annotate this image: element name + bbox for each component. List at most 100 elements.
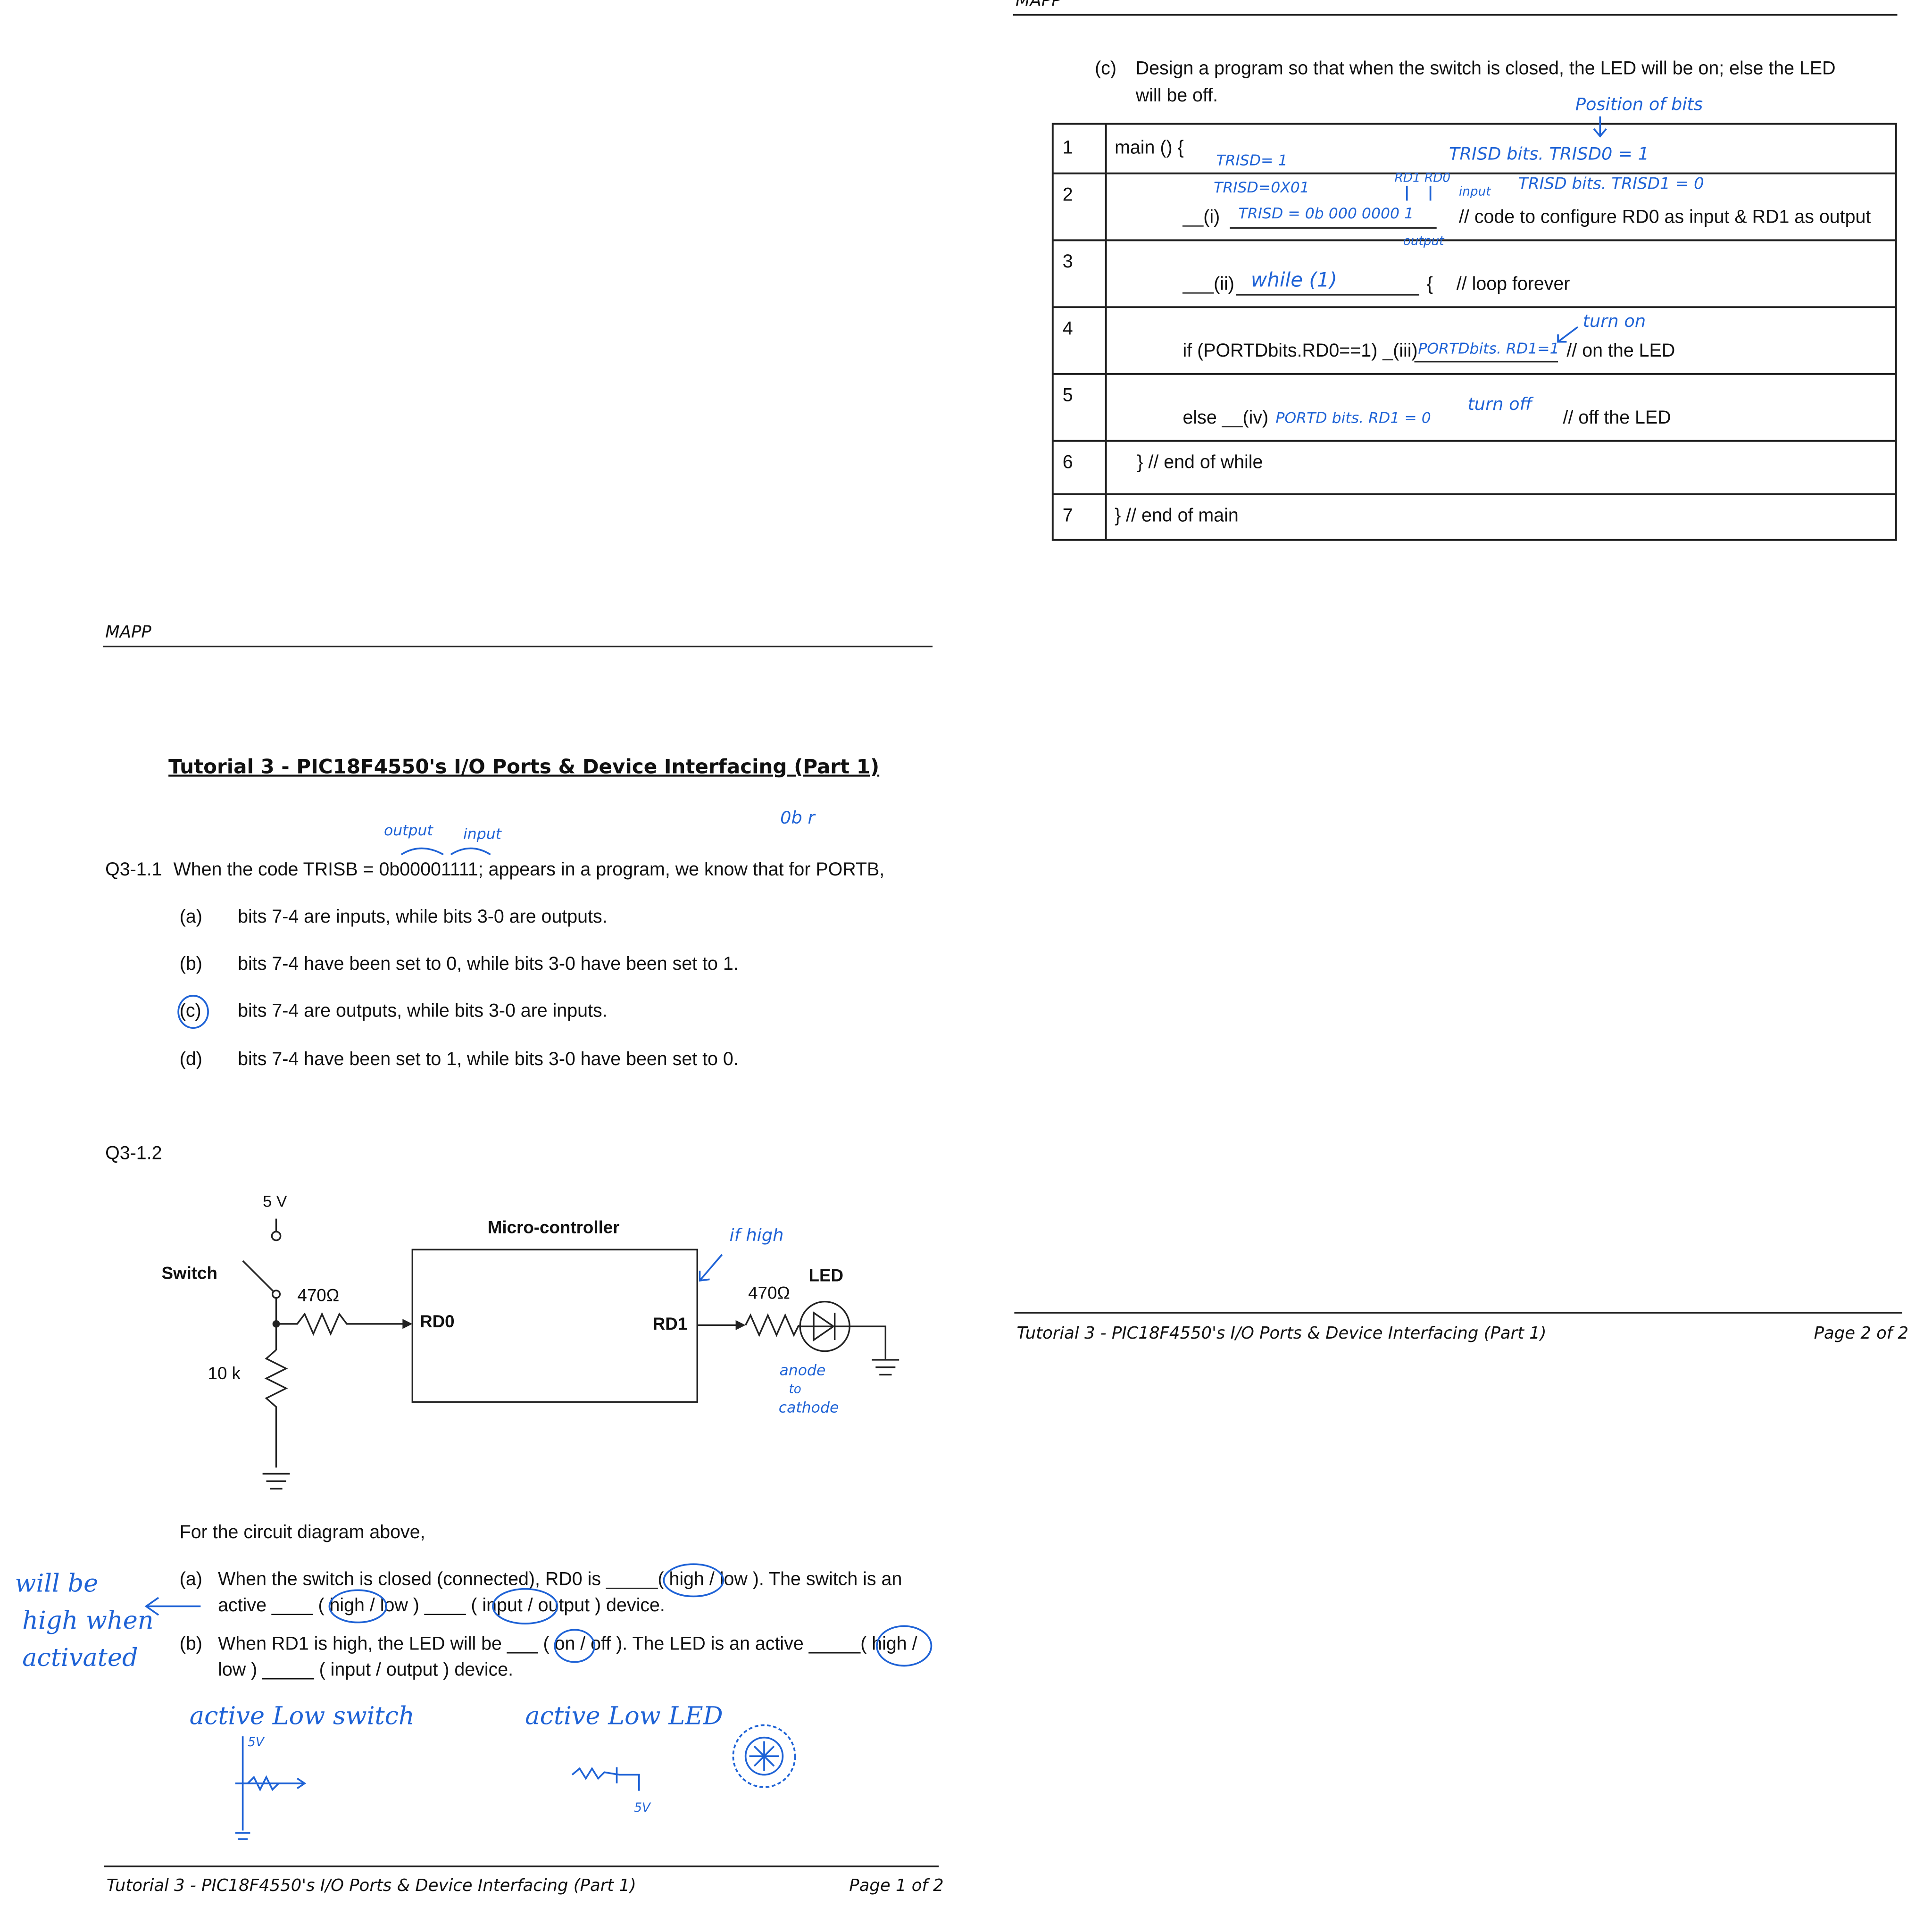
code: if (PORTDbits.RD0==1) _(iii) xyxy=(1183,340,1417,361)
option-text: bits 7-4 have been set to 1, while bits … xyxy=(238,1049,739,1069)
part-line: low ) _____ ( input / output ) device. xyxy=(218,1659,513,1680)
doodle xyxy=(732,1724,796,1788)
code: { xyxy=(1427,273,1433,294)
note: active Low LED xyxy=(525,1701,723,1730)
note: anode xyxy=(779,1362,825,1379)
footer-page: Page 2 of 2 xyxy=(1814,1324,1908,1343)
code: } // end of while xyxy=(1137,451,1263,472)
title: Tutorial 3 - PIC18F4550's I/O Ports & De… xyxy=(168,755,879,778)
part-line: When RD1 is high, the LED will be ___ ( … xyxy=(218,1633,917,1654)
doodle xyxy=(749,1741,779,1771)
footer-title: Tutorial 3 - PIC18F4550's I/O Ports & De… xyxy=(1017,1324,1547,1343)
terminal xyxy=(271,1231,282,1241)
arrow xyxy=(699,1254,723,1282)
header: MAPP xyxy=(105,623,151,642)
sketch xyxy=(571,1766,640,1791)
note: input xyxy=(1459,184,1491,199)
resistor xyxy=(264,1349,288,1468)
line-number: 4 xyxy=(1063,318,1073,339)
wire xyxy=(849,1325,887,1360)
code: ___(ii) xyxy=(1182,273,1234,294)
code: else __(iv) xyxy=(1183,407,1268,428)
comment: // loop forever xyxy=(1457,273,1570,294)
circuit-label: RD1 xyxy=(653,1314,688,1333)
arrow xyxy=(1593,116,1607,138)
code: } // end of main xyxy=(1115,505,1239,525)
arrow xyxy=(1557,326,1579,343)
answer-circle xyxy=(492,1588,558,1625)
answer-circle xyxy=(663,1563,724,1598)
ground xyxy=(872,1359,899,1376)
circuit-label: LED xyxy=(809,1266,844,1285)
footer-title: Tutorial 3 - PIC18F4550's I/O Ports & De… xyxy=(107,1876,636,1895)
option-label: (d) xyxy=(180,1049,202,1069)
note: turn off xyxy=(1467,394,1533,414)
line-number: 3 xyxy=(1063,251,1073,272)
handwriting: Position of bits TRISD= 1 TRISD bits. TR… xyxy=(1214,94,1704,427)
table-border xyxy=(1051,123,1897,541)
arrowhead xyxy=(402,1319,413,1329)
circuit-label: Switch xyxy=(162,1263,217,1282)
option-label: (c) xyxy=(180,1000,201,1021)
note: active Low switch xyxy=(190,1701,415,1730)
page-1: MAPP Tutorial 3 - PIC18F4550's I/O Ports… xyxy=(15,623,944,1895)
note: activated xyxy=(22,1643,138,1672)
note: high when xyxy=(22,1606,153,1635)
arrow xyxy=(144,1597,201,1616)
comment: // off the LED xyxy=(1563,407,1671,428)
footer-page: Page 1 of 2 xyxy=(849,1876,943,1895)
option-label: (b) xyxy=(180,953,202,974)
answer: PORTD bits. RD1 = 0 xyxy=(1275,409,1431,426)
line-number: 2 xyxy=(1063,184,1073,205)
note: TRISD bits. TRISD1 = 0 xyxy=(1518,175,1704,193)
answer-circles xyxy=(328,1563,933,1667)
note: turn on xyxy=(1583,311,1646,331)
option-text: bits 7-4 have been set to 0, while bits … xyxy=(238,953,739,974)
header: MAPP xyxy=(1016,0,1062,10)
arrow xyxy=(1406,185,1432,201)
option-text: bits 7-4 are inputs, while bits 3-0 are … xyxy=(238,906,608,927)
circuit-label: Micro-controller xyxy=(488,1217,620,1237)
comment: // on the LED xyxy=(1566,340,1675,361)
code-table: 1 main () { 2 __(i) // code to configure… xyxy=(1051,123,1897,541)
note: if high xyxy=(730,1225,784,1245)
intro: For the circuit diagram above, xyxy=(180,1522,425,1542)
option-text: bits 7-4 are outputs, while bits 3-0 are… xyxy=(238,1000,608,1021)
handwriting: output input 0b r if high anode to catho… xyxy=(15,808,839,1840)
brace xyxy=(400,847,491,856)
note: TRISD=0X01 xyxy=(1214,179,1309,196)
answer-circle xyxy=(876,1625,933,1667)
circuit-label: 5 V xyxy=(263,1193,287,1211)
question-text: When the code TRISB = 0b00001111; appear… xyxy=(174,859,885,880)
part-line: active ____ ( high / low ) ____ ( input … xyxy=(218,1595,665,1616)
answer: PORTDbits. RD1=1 xyxy=(1418,340,1559,357)
part-label: (a) xyxy=(180,1569,202,1590)
question-line: Design a program so that when the switch… xyxy=(1136,58,1836,78)
arrowhead xyxy=(735,1320,746,1330)
note: TRISD= 1 xyxy=(1216,152,1287,169)
note: 5V xyxy=(634,1801,651,1815)
line-number: 5 xyxy=(1063,385,1073,406)
resistor xyxy=(745,1313,800,1337)
note: TRISD bits. TRISD0 = 1 xyxy=(1449,144,1649,164)
answer: TRISD = 0b 000 0000 1 xyxy=(1239,205,1414,222)
line-number: 6 xyxy=(1063,451,1073,472)
answer-circle xyxy=(554,1629,596,1663)
answer: while (1) xyxy=(1251,268,1337,291)
resistor xyxy=(276,1312,405,1336)
line-number: 1 xyxy=(1063,137,1073,158)
note: RD1 RD0 xyxy=(1394,171,1450,185)
part-line: When the switch is closed (connected), R… xyxy=(218,1569,902,1590)
answer-circle xyxy=(328,1589,388,1624)
note: 5V xyxy=(248,1735,265,1749)
question-label: Q3-1.2 xyxy=(105,1143,162,1164)
code: __(i) xyxy=(1182,207,1220,227)
line-number: 7 xyxy=(1063,505,1073,525)
question-label: Q3-1.1 xyxy=(105,859,162,880)
page-2: MAPP (c) Design a program so that when t… xyxy=(1013,0,1908,1343)
switch-arm xyxy=(242,1260,275,1292)
option-label: (a) xyxy=(180,906,202,927)
note: output xyxy=(384,822,434,839)
